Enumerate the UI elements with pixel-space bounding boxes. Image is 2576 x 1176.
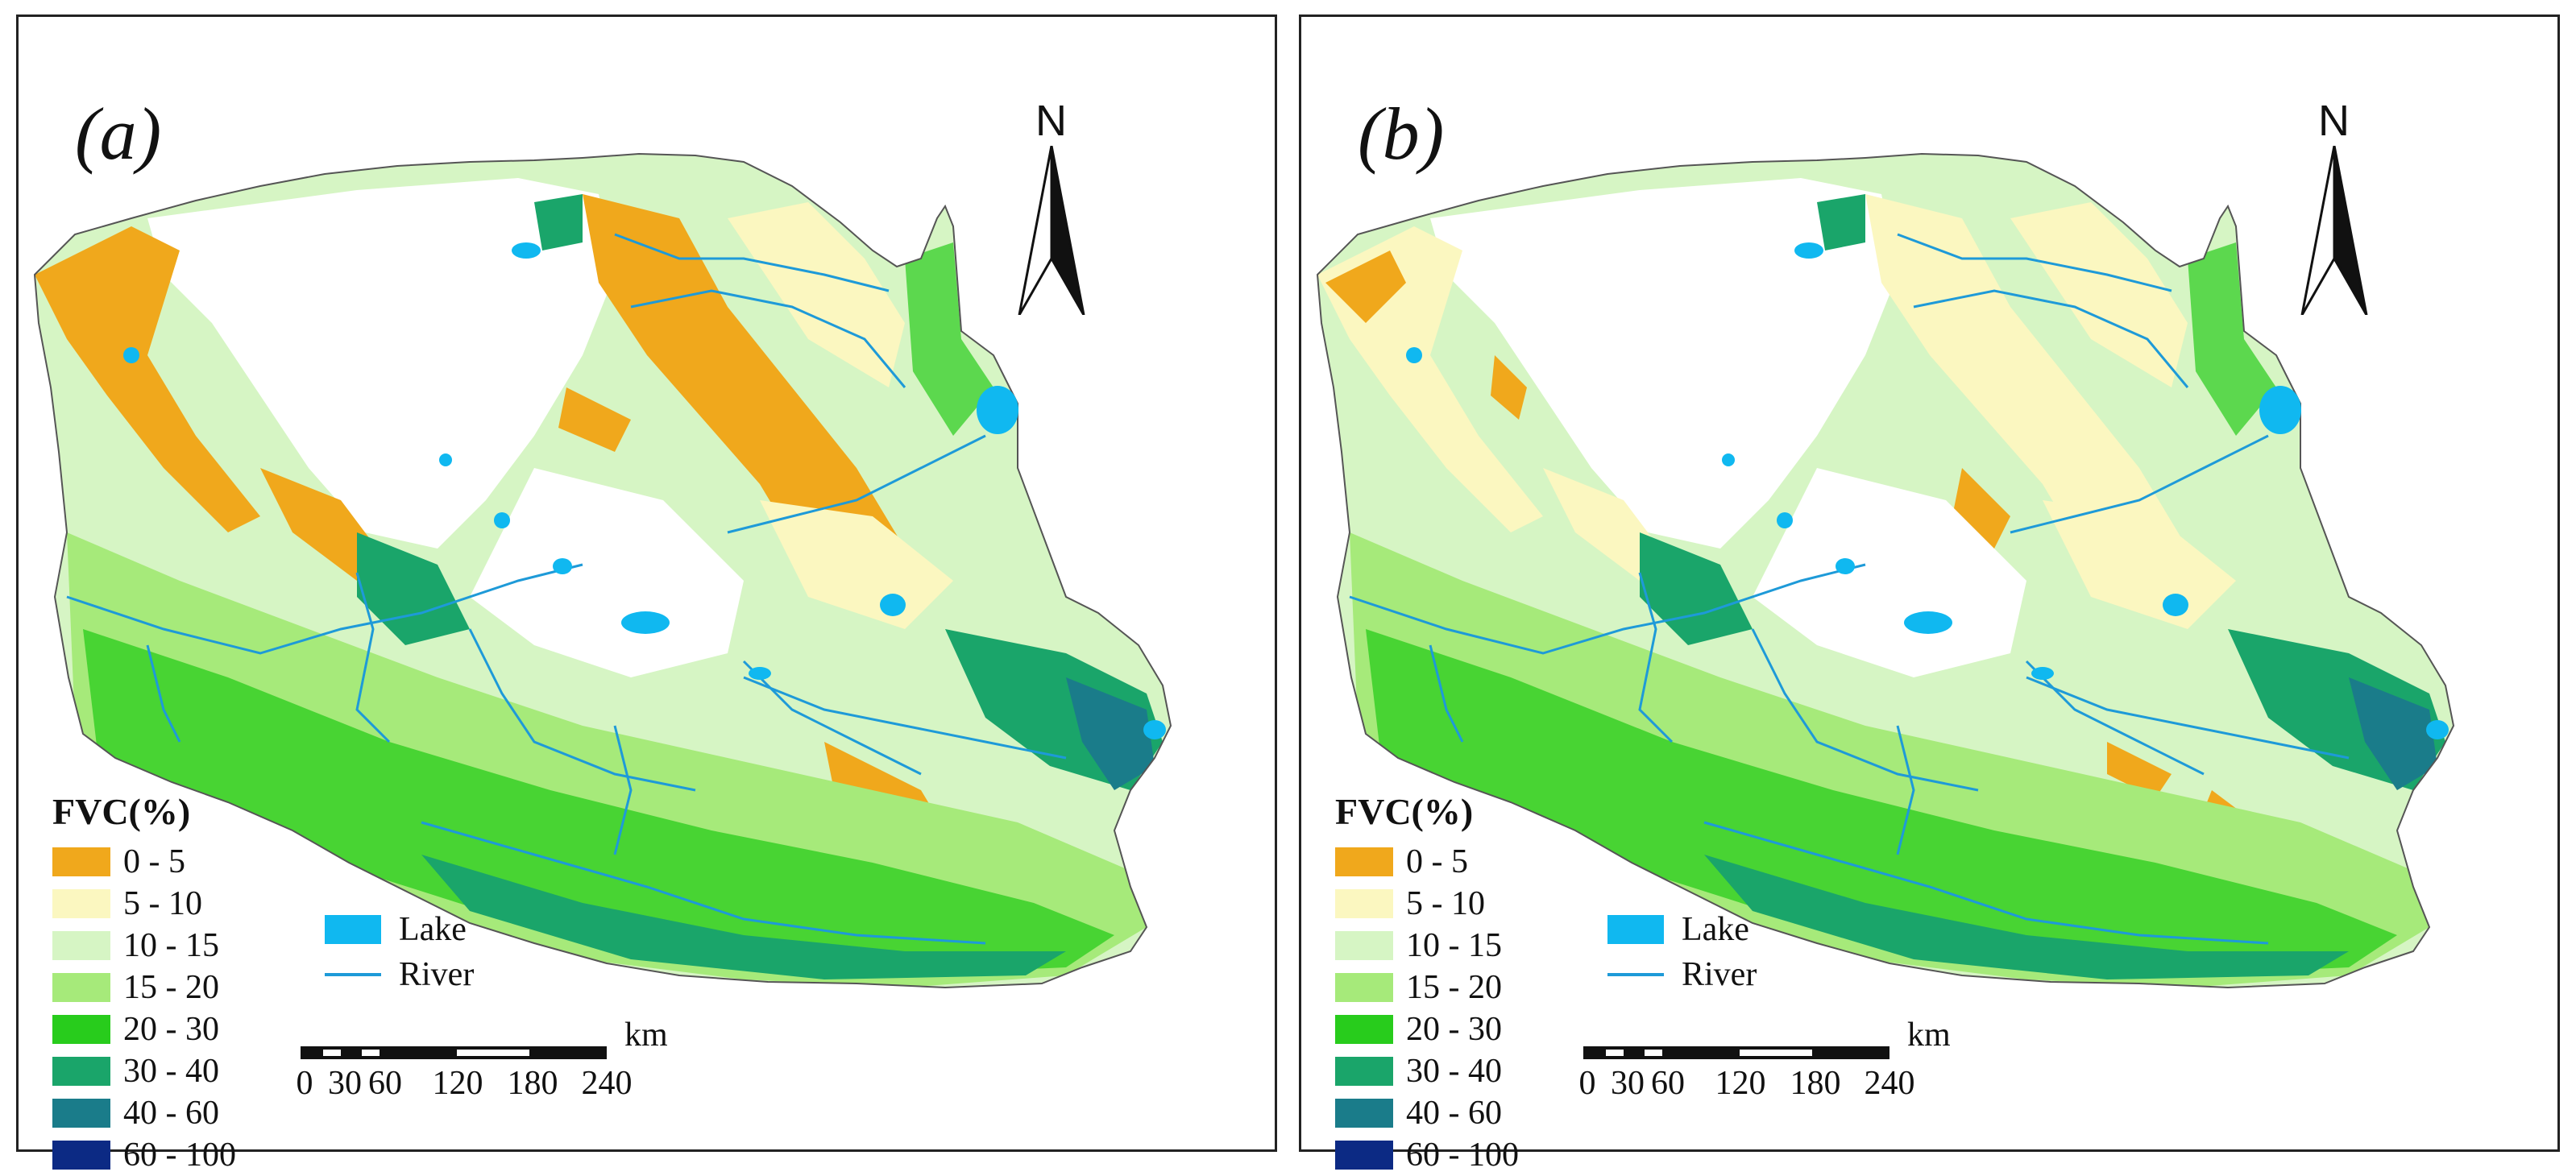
fvc-legend: FVC(%) 0 - 5 5 - 10 10 - 15 15 - 20 20 -… [1335,790,1519,1176]
north-label: N [2318,97,2350,145]
river-label: River [399,956,475,993]
legend-swatch [1335,1141,1393,1170]
legend-swatch [52,931,110,960]
legend-item: 60 - 100 [1335,1134,1519,1176]
legend-label: 10 - 15 [1406,927,1502,964]
legend-item: 5 - 10 [52,883,236,925]
legend-title: FVC(%) [1335,791,1474,832]
legend-label: 60 - 100 [123,1137,236,1174]
scale-tick: 30 [1611,1065,1645,1102]
fvc-legend: FVC(%) 0 - 5 5 - 10 10 - 15 15 - 20 20 -… [52,790,236,1176]
north-arrow-icon [1018,146,1085,315]
river-swatch [325,973,381,976]
legend-swatch [1335,1057,1393,1086]
legend-swatch [1335,889,1393,918]
map-panel-a: (a) N FVC(%) 0 - 5 5 - 10 10 - 15 15 - 2… [16,14,1277,1174]
legend-item: 60 - 100 [52,1134,236,1176]
legend-label: 30 - 40 [123,1053,219,1090]
legend-swatch [52,889,110,918]
legend-label: 10 - 15 [123,927,219,964]
scale-tick: 30 [328,1065,362,1102]
scale-tick: 60 [368,1065,402,1102]
legend-swatch [52,973,110,1002]
water-legend: Lake River [1607,907,1757,997]
legend-swatch [1335,847,1393,876]
lake-label: Lake [399,911,467,948]
fvc-map-a [33,152,1172,989]
legend-item: 15 - 20 [1335,967,1519,1008]
lake-legend-item: Lake [1607,907,1757,952]
scale-tick: 180 [507,1065,558,1102]
legend-swatch [52,1099,110,1128]
scale-unit: km [624,1017,668,1054]
legend-label: 40 - 60 [123,1095,219,1132]
river-legend-item: River [1607,952,1757,997]
legend-item: 15 - 20 [52,967,236,1008]
legend-label: 30 - 40 [1406,1053,1502,1090]
river-swatch [1607,973,1664,976]
legend-item: 30 - 40 [1335,1050,1519,1092]
scale-bar [301,1046,607,1059]
legend-item: 10 - 15 [1335,925,1519,967]
scale-unit: km [1907,1017,1951,1054]
lake-label: Lake [1682,911,1749,948]
lake-legend-item: Lake [325,907,474,952]
legend-swatch [52,1057,110,1086]
legend-swatch [52,847,110,876]
river-label: River [1682,956,1757,993]
map-panel-b: (b) N FVC(%) 0 - 5 5 - 10 10 - 15 15 - 2… [1299,14,2560,1174]
legend-label: 15 - 20 [123,969,219,1006]
legend-item: 0 - 5 [1335,841,1519,883]
scale-tick: 120 [432,1065,483,1102]
scale-tick: 240 [581,1065,633,1102]
river-legend-item: River [325,952,474,997]
legend-swatch [1335,931,1393,960]
lake-swatch [325,915,381,944]
north-label: N [1035,97,1067,145]
scale-tick: 0 [1578,1065,1596,1102]
legend-swatch [52,1015,110,1044]
water-legend: Lake River [325,907,474,997]
legend-label: 60 - 100 [1406,1137,1519,1174]
legend-label: 20 - 30 [123,1011,219,1048]
legend-item: 30 - 40 [52,1050,236,1092]
legend-swatch [1335,1099,1393,1128]
scale-tick: 180 [1790,1065,1841,1102]
legend-label: 15 - 20 [1406,969,1502,1006]
legend-label: 0 - 5 [1406,843,1468,880]
scale-tick: 0 [296,1065,313,1102]
scale-tick: 120 [1715,1065,1766,1102]
legend-label: 40 - 60 [1406,1095,1502,1132]
lake-swatch [1607,915,1664,944]
fvc-map-b [1316,152,2455,989]
legend-item: 20 - 30 [1335,1008,1519,1050]
legend-item: 40 - 60 [1335,1092,1519,1134]
legend-item: 5 - 10 [1335,883,1519,925]
legend-item: 0 - 5 [52,841,236,883]
legend-swatch [1335,1015,1393,1044]
panel-label-a: (a) [75,93,162,175]
legend-swatch [52,1141,110,1170]
legend-item: 20 - 30 [52,1008,236,1050]
north-arrow-icon [2300,146,2368,315]
legend-item: 40 - 60 [52,1092,236,1134]
legend-item: 10 - 15 [52,925,236,967]
legend-label: 20 - 30 [1406,1011,1502,1048]
legend-label: 0 - 5 [123,843,185,880]
panel-label-b: (b) [1358,93,1445,175]
legend-label: 5 - 10 [1406,885,1485,922]
legend-title: FVC(%) [52,791,191,832]
scale-bar [1583,1046,1889,1059]
legend-label: 5 - 10 [123,885,202,922]
scale-tick: 240 [1864,1065,1915,1102]
scale-tick: 60 [1651,1065,1685,1102]
legend-swatch [1335,973,1393,1002]
